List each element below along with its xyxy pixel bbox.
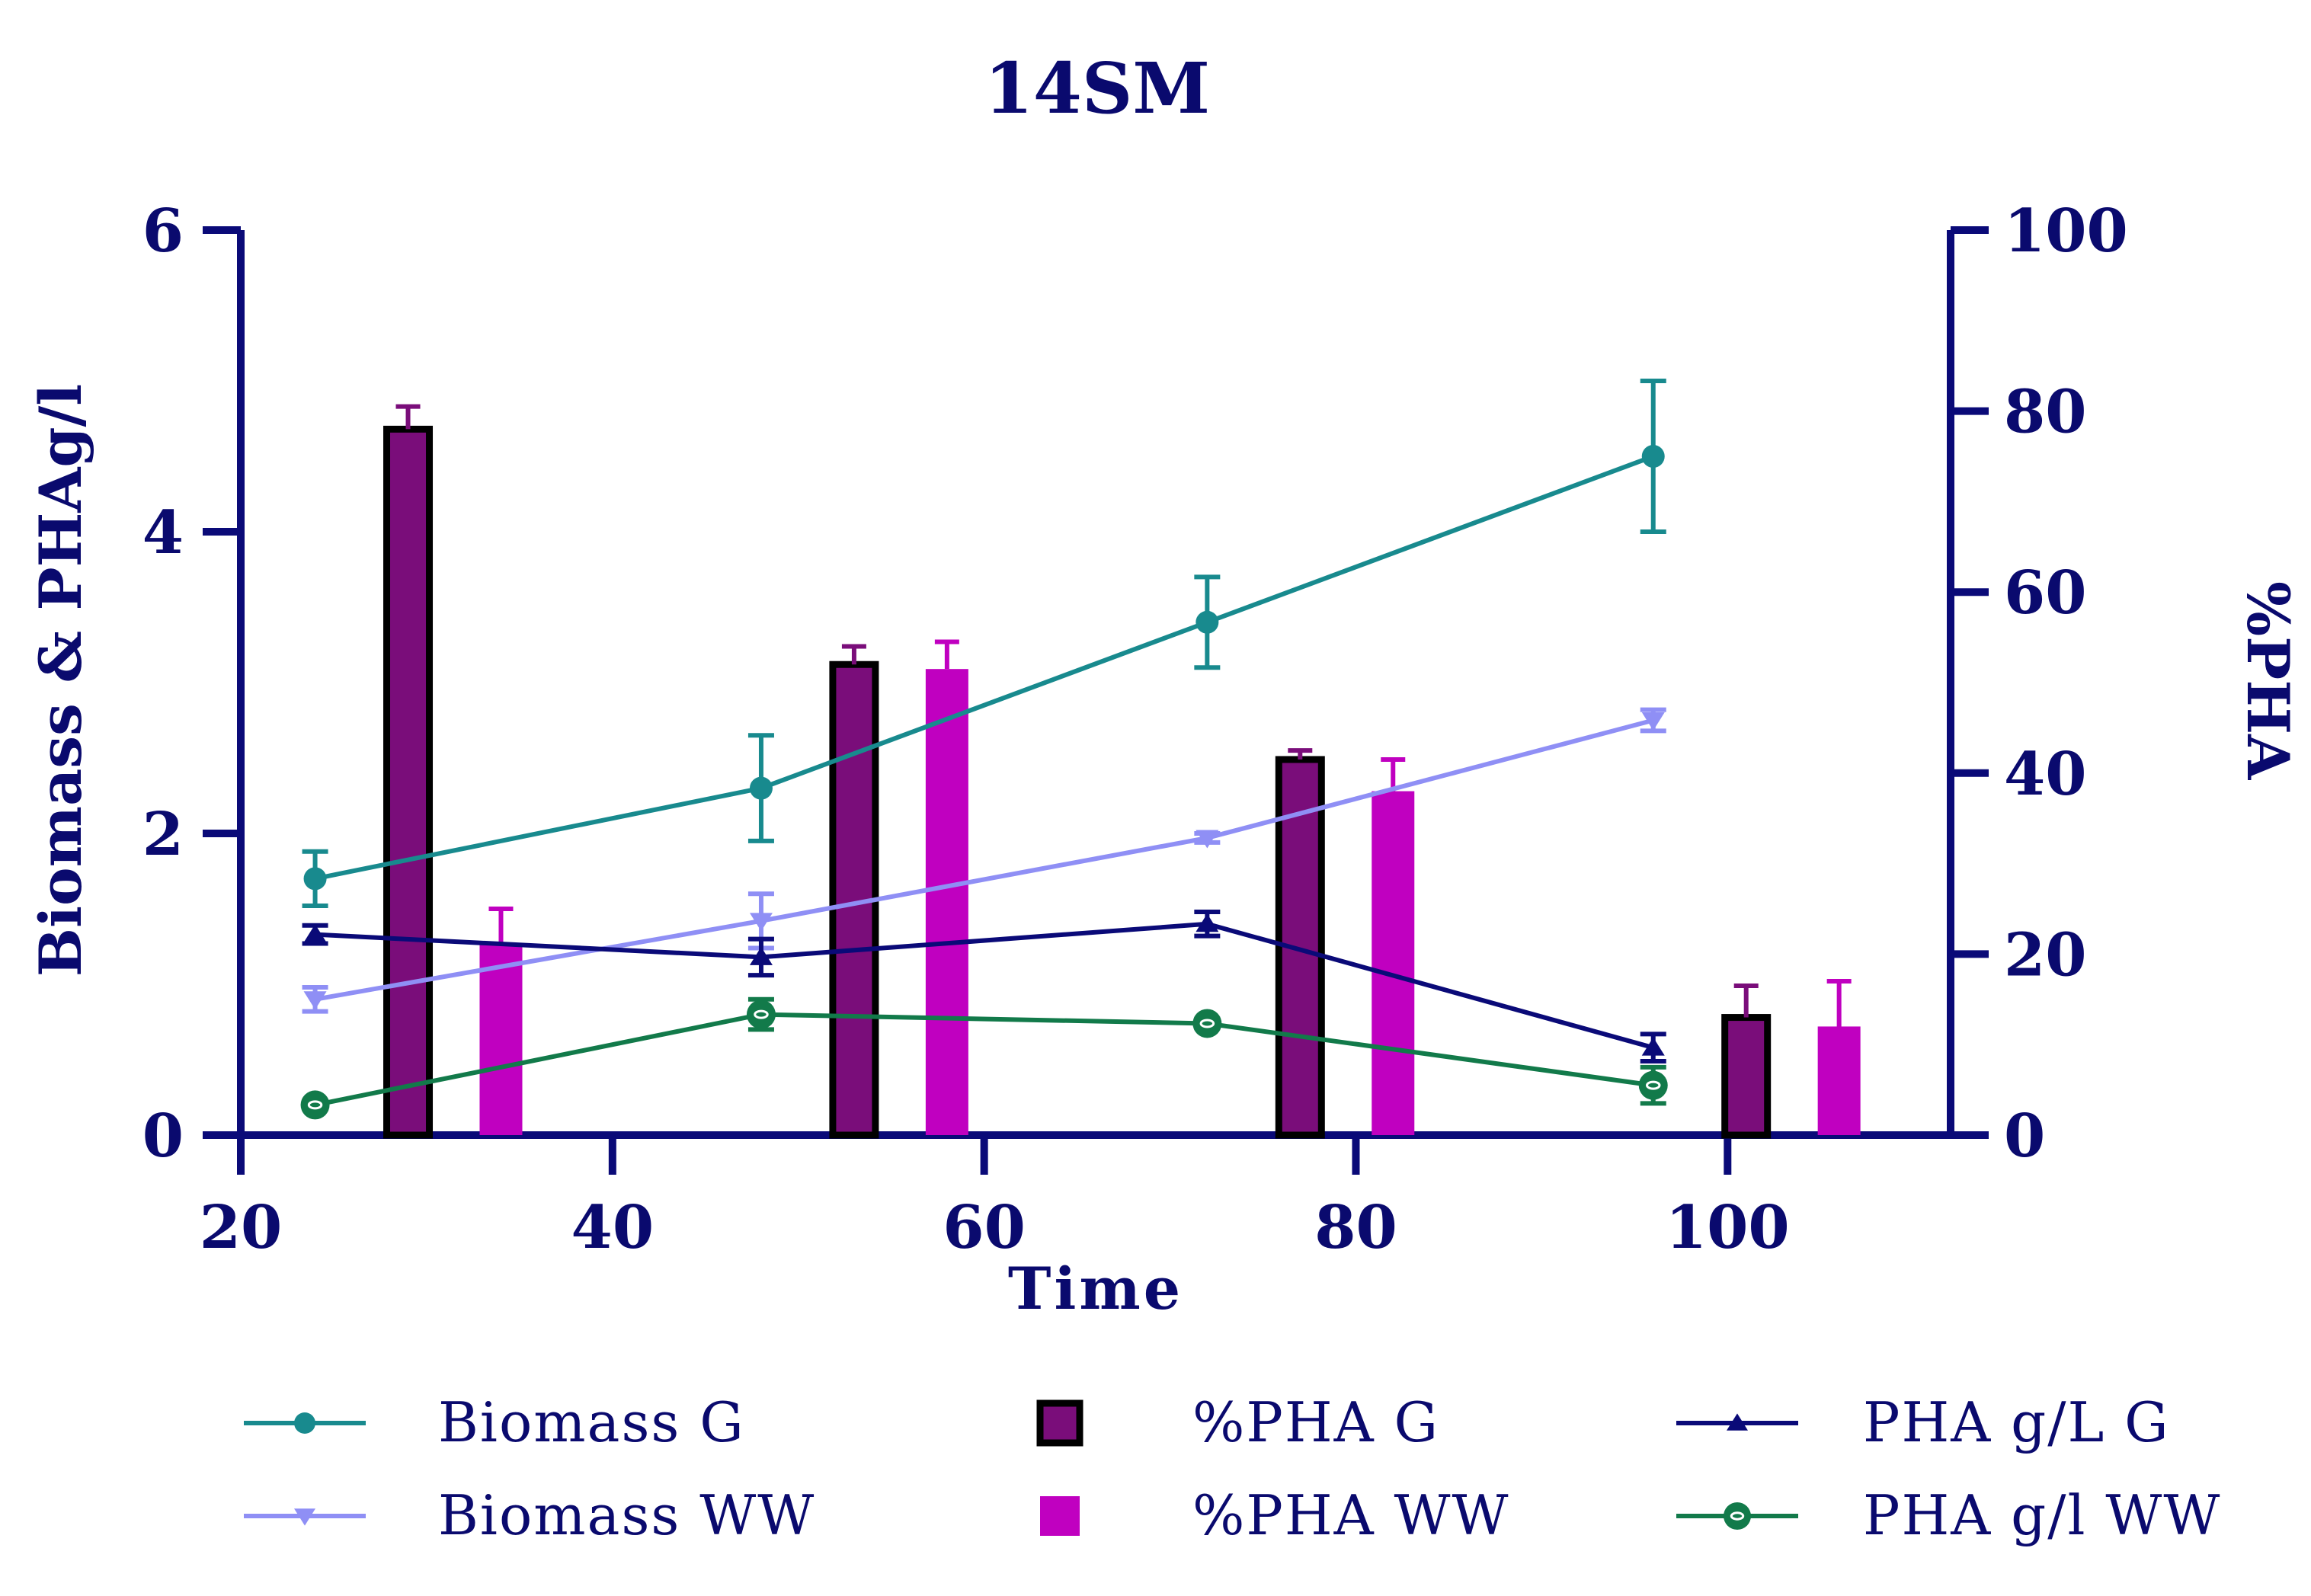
marker-ring-inner [1199, 1019, 1215, 1028]
legend-label: PHA g/l WW [1863, 1483, 2221, 1547]
marker-triangle-up [749, 946, 773, 965]
legend-label: %PHA G [1192, 1390, 1439, 1454]
line-series-biomass-ww [302, 707, 1666, 1014]
legend-label: Biomass WW [438, 1483, 815, 1547]
y-axis-label-right: %PHA [2234, 581, 2302, 780]
bar-series-pct-pha-ww [479, 639, 1861, 1135]
x-tick-label: 80 [1314, 1193, 1397, 1262]
y-left-tick-label: 6 [142, 197, 184, 266]
marker-triangle-down [1641, 712, 1665, 731]
y-left-tick-label: 4 [142, 498, 184, 568]
legend-label: PHA g/L G [1863, 1390, 2170, 1454]
series-line [314, 454, 1654, 881]
line-layer [300, 379, 1668, 1120]
legend-label: Biomass G [438, 1390, 745, 1454]
marker-ring-inner [1730, 1511, 1745, 1521]
marker-ring [746, 999, 776, 1029]
marker-ring-inner [307, 1100, 323, 1110]
marker-triangle-up [1727, 1413, 1748, 1431]
marker-triangle-down [303, 991, 327, 1010]
marker-circle [303, 867, 327, 891]
legend-item-pha-g-l-g: PHA g/L G [1676, 1390, 2170, 1454]
marker-circle [294, 1412, 315, 1434]
legend-item-pct-pha-ww: %PHA WW [1040, 1483, 1510, 1547]
legend-swatch-bar [1036, 1399, 1083, 1447]
marker-triangle-up [1196, 913, 1219, 932]
marker-ring-outer [746, 999, 776, 1029]
marker-ring [1638, 1070, 1668, 1100]
bar [925, 669, 968, 1135]
series-line [314, 1012, 1654, 1108]
y-right-tick-label: 20 [2004, 920, 2087, 990]
legend-item-pct-pha-g: %PHA G [1036, 1390, 1439, 1454]
marker-circle [1196, 610, 1219, 634]
y-right-tick-label: 40 [2004, 740, 2087, 809]
legend-label: %PHA WW [1192, 1483, 1510, 1547]
y-left-tick-label: 0 [142, 1102, 184, 1171]
marker-circle [1641, 445, 1665, 468]
marker-ring-inner [754, 1009, 769, 1019]
y-axis-label-left: Biomass & PHAg/l [27, 384, 94, 977]
marker-triangle-up [303, 924, 327, 943]
chart-title: 14SM [984, 47, 1210, 130]
y-right-tick-label: 60 [2004, 558, 2087, 628]
bar [383, 425, 434, 1139]
legend-item-pha-g-l-ww: PHA g/l WW [1676, 1483, 2221, 1547]
y-right-tick-label: 100 [2004, 197, 2128, 266]
marker-triangle-down [749, 913, 773, 932]
line-series-biomass-g [302, 379, 1666, 909]
series-line [315, 718, 1654, 1002]
marker-ring-outer [1638, 1070, 1668, 1100]
x-tick-label: 20 [200, 1193, 283, 1262]
marker-ring [1192, 1009, 1222, 1038]
y-right-tick-label: 0 [2004, 1102, 2045, 1171]
y-left-tick-label: 2 [142, 800, 184, 869]
marker-ring [300, 1090, 330, 1120]
bar-layer [383, 404, 1861, 1139]
legend-swatch-bar [1040, 1496, 1080, 1536]
marker-triangle-up [1641, 1037, 1665, 1056]
x-tick-label: 60 [943, 1193, 1026, 1262]
marker-ring [1724, 1502, 1751, 1530]
bar [1817, 1026, 1861, 1135]
legend: Biomass G %PHA G PHA g/L G Biomass WW %PHA W… [244, 1390, 2221, 1547]
marker-ring-outer [1192, 1009, 1222, 1038]
line-series-pha-g-l-ww [300, 996, 1668, 1120]
series-line [315, 921, 1654, 1051]
line-series-pha-g-l-g [302, 909, 1666, 1063]
bar [479, 945, 523, 1135]
marker-triangle-down [294, 1508, 315, 1526]
bar [1721, 1014, 1772, 1139]
legend-item-biomass-ww: Biomass WW [244, 1483, 815, 1547]
marker-ring-outer [1724, 1502, 1751, 1530]
marker-ring-inner [1645, 1080, 1661, 1090]
marker-ring-outer [300, 1090, 330, 1120]
bar-series-pct-pha-g [383, 404, 1772, 1139]
bar [1372, 791, 1415, 1135]
x-axis-label: Time [1008, 1255, 1183, 1323]
x-tick-label: 100 [1666, 1193, 1790, 1262]
marker-triangle-down [1196, 830, 1219, 849]
x-tick-label: 40 [571, 1193, 655, 1262]
marker-circle [749, 776, 773, 800]
legend-item-biomass-g: Biomass G [244, 1390, 745, 1454]
y-right-tick-label: 80 [2004, 378, 2087, 447]
